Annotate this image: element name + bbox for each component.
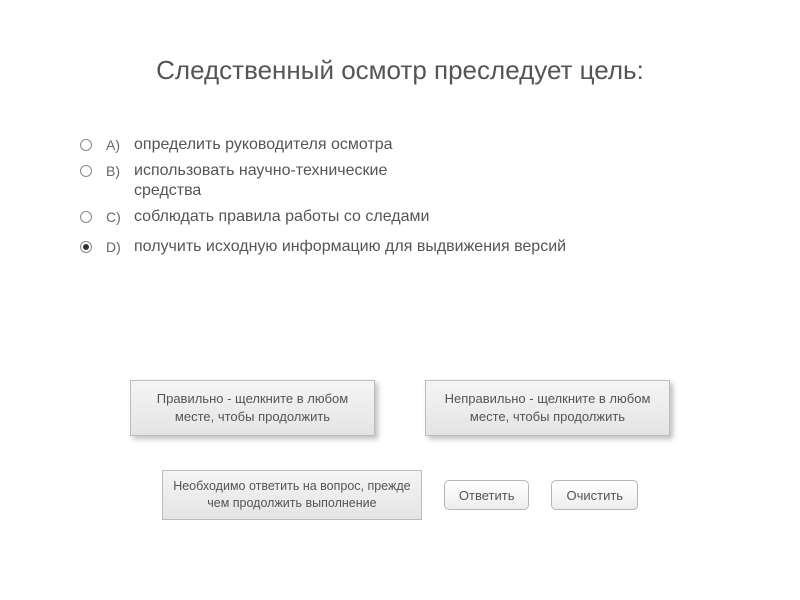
option-text: получить исходную информацию для выдвиже… bbox=[134, 237, 566, 257]
option-b[interactable]: B) использовать научно-технические средс… bbox=[80, 161, 720, 201]
radio-a[interactable] bbox=[80, 139, 92, 151]
question-title: Следственный осмотр преследует цель: bbox=[0, 55, 800, 86]
radio-c[interactable] bbox=[80, 211, 92, 223]
option-text: использовать научно-технические средства bbox=[134, 161, 444, 201]
option-text: определить руководителя осмотра bbox=[134, 135, 393, 155]
option-letter: A) bbox=[106, 137, 134, 153]
feedback-incorrect[interactable]: Неправильно - щелкните в любом месте, чт… bbox=[425, 380, 670, 436]
bottom-row: Необходимо ответить на вопрос, прежде че… bbox=[0, 470, 800, 520]
radio-b[interactable] bbox=[80, 165, 92, 177]
option-letter: C) bbox=[106, 209, 134, 225]
submit-button[interactable]: Ответить bbox=[444, 480, 530, 510]
option-c[interactable]: C) соблюдать правила работы со следами bbox=[80, 207, 720, 227]
option-letter: B) bbox=[106, 163, 134, 179]
clear-button[interactable]: Очистить bbox=[551, 480, 638, 510]
option-letter: D) bbox=[106, 239, 134, 255]
option-text: соблюдать правила работы со следами bbox=[134, 207, 429, 227]
option-a[interactable]: A) определить руководителя осмотра bbox=[80, 135, 720, 155]
option-d[interactable]: D) получить исходную информацию для выдв… bbox=[80, 237, 720, 257]
options-group: A) определить руководителя осмотра B) ис… bbox=[80, 135, 720, 263]
answer-prompt: Необходимо ответить на вопрос, прежде че… bbox=[162, 470, 422, 520]
feedback-correct[interactable]: Правильно - щелкните в любом месте, чтоб… bbox=[130, 380, 375, 436]
feedback-row: Правильно - щелкните в любом месте, чтоб… bbox=[0, 380, 800, 436]
radio-d[interactable] bbox=[80, 241, 92, 253]
